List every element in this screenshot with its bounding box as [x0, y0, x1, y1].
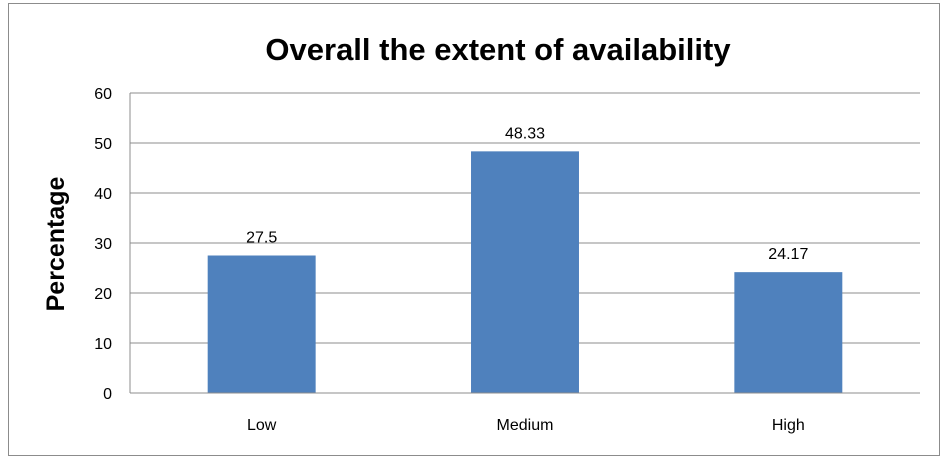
y-axis-label: Percentage: [42, 177, 70, 312]
tick-labels: 0 10 20 30 40 50 60 Low Medium High: [94, 86, 805, 434]
chart-title: Overall the extent of availability: [265, 32, 731, 67]
x-tick-label: High: [772, 417, 805, 434]
data-label: 48.33: [505, 125, 545, 142]
bar-high: [734, 272, 843, 393]
y-tick-label: 20: [94, 286, 112, 303]
bar-low: [207, 255, 316, 393]
data-label: 24.17: [768, 246, 808, 263]
y-tick-label: 10: [94, 336, 112, 353]
bar-medium: [471, 151, 579, 393]
data-label: 27.5: [246, 230, 277, 247]
y-tick-label: 60: [94, 86, 112, 103]
x-tick-label: Medium: [497, 417, 554, 434]
y-tick-label: 40: [94, 186, 112, 203]
data-labels: 27.5 48.33 24.17: [246, 125, 808, 263]
x-tick-label: Low: [247, 417, 277, 434]
y-tick-label: 30: [94, 236, 112, 253]
y-tick-label: 0: [103, 386, 112, 403]
y-tick-label: 50: [94, 136, 112, 153]
bars: [130, 151, 920, 394]
